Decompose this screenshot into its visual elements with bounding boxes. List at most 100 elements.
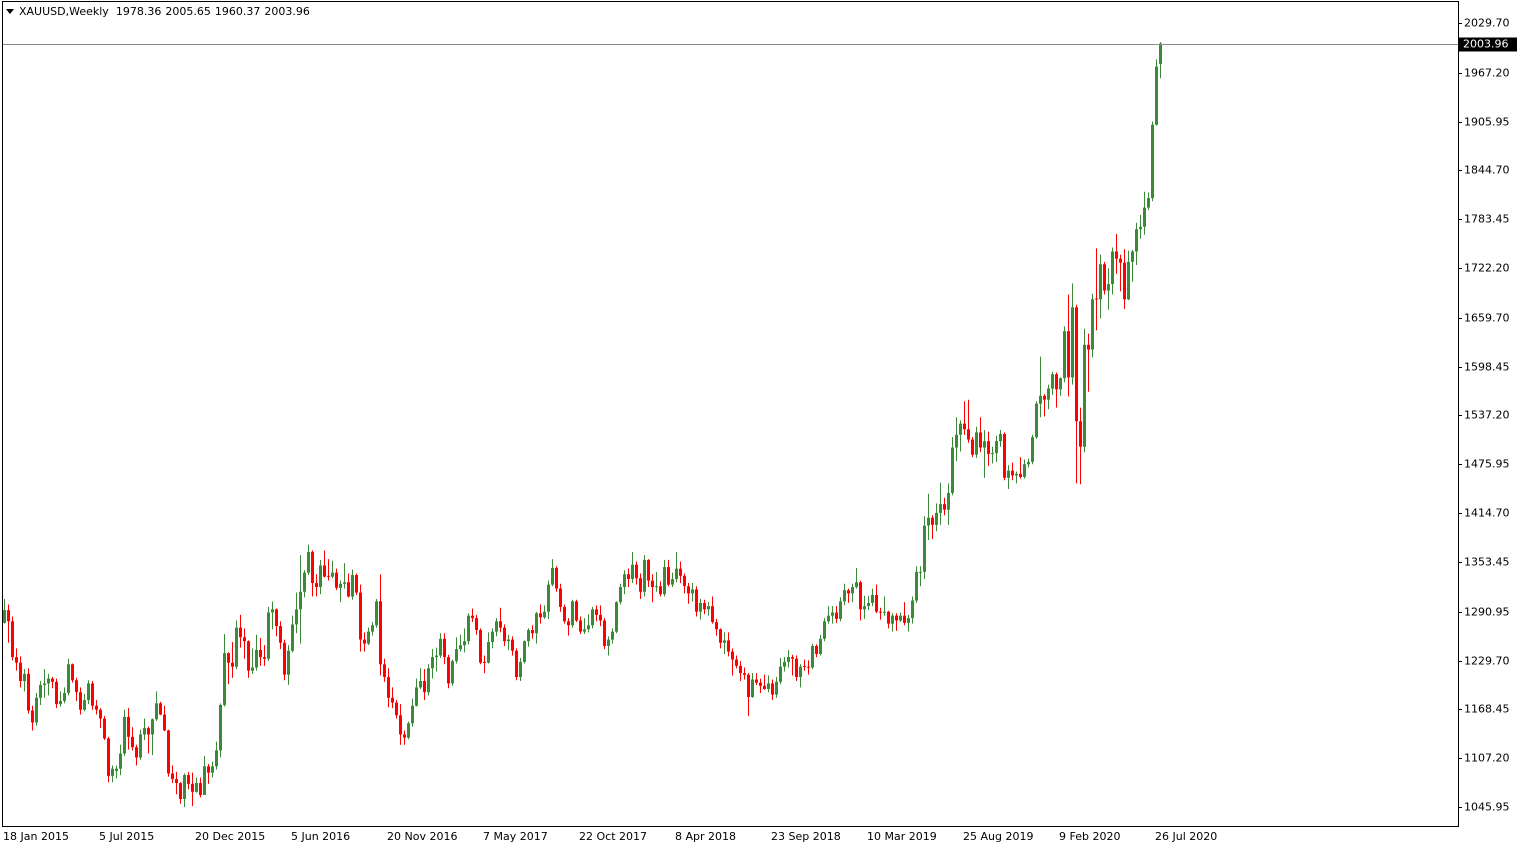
candle-body — [491, 631, 494, 642]
candle-body — [715, 622, 718, 630]
x-tick-label: 5 Jul 2015 — [99, 830, 154, 843]
candle-body — [799, 666, 802, 678]
x-tick-label: 10 Mar 2019 — [867, 830, 937, 843]
last-price-label: 2003.96 — [1463, 38, 1509, 51]
header-open: 1978.36 — [116, 5, 162, 18]
candle-body — [171, 773, 174, 780]
candle-body — [227, 653, 230, 663]
candle-body — [767, 683, 770, 690]
candle-body — [663, 567, 666, 595]
candle-body — [163, 714, 166, 731]
y-tick-label: 1045.95 — [1464, 801, 1510, 814]
candle-body — [719, 629, 722, 643]
candle-body — [1007, 470, 1010, 478]
candle-body — [727, 640, 730, 652]
candle-body — [1143, 207, 1146, 227]
candle-body — [695, 589, 698, 612]
candle-body — [915, 571, 918, 601]
candle-body — [231, 662, 234, 667]
candle-body — [159, 703, 162, 715]
candle-body — [1019, 473, 1022, 478]
candle-body — [731, 651, 734, 660]
candle-body — [235, 627, 238, 667]
candle-body — [435, 655, 438, 658]
candle-body — [707, 606, 710, 610]
candle-body — [1031, 437, 1034, 462]
candle-body — [403, 734, 406, 738]
candle-body — [167, 730, 170, 774]
candle-body — [251, 667, 254, 671]
candle-body — [795, 658, 798, 678]
candle-body — [395, 702, 398, 716]
candle-body — [1071, 307, 1074, 378]
candle-body — [419, 681, 422, 688]
candle-body — [759, 682, 762, 686]
candle-body — [863, 606, 866, 610]
candle-body — [203, 766, 206, 795]
y-tick-label: 1905.95 — [1464, 116, 1510, 129]
header-close: 2003.96 — [264, 5, 310, 18]
candle-body — [455, 649, 458, 662]
candle-body — [803, 665, 806, 667]
header: XAUUSD,Weekly 1978.36 2005.65 1960.37 2003.9… — [19, 5, 310, 18]
x-tick-label: 9 Feb 2020 — [1059, 830, 1120, 843]
candle-body — [179, 783, 182, 799]
candle-body — [1119, 258, 1122, 263]
candle-body — [119, 753, 122, 769]
candle-body — [39, 685, 42, 698]
candle-body — [123, 716, 126, 754]
candle-body — [755, 679, 758, 683]
candle-body — [219, 704, 222, 751]
candle-body — [659, 586, 662, 595]
candle-body — [467, 615, 470, 642]
candle-body — [107, 738, 110, 776]
candle-body — [959, 423, 962, 435]
candle-body — [127, 716, 130, 737]
candle-body — [1107, 284, 1110, 291]
candle-body — [199, 783, 202, 795]
candle-body — [43, 683, 46, 686]
candle-body — [371, 625, 374, 632]
candle-body — [599, 614, 602, 621]
y-tick-label: 1844.70 — [1464, 164, 1510, 177]
candle-body — [359, 592, 362, 640]
candle-body — [783, 661, 786, 667]
candle-body — [307, 551, 310, 573]
candle-body — [747, 674, 750, 697]
candle-body — [623, 574, 626, 587]
candle-body — [939, 504, 942, 513]
candle-body — [19, 662, 22, 682]
candle-body — [367, 631, 370, 644]
candle-body — [1099, 264, 1102, 300]
candle-body — [407, 723, 410, 738]
candle-body — [571, 601, 574, 626]
candle-body — [343, 582, 346, 584]
candle-body — [147, 728, 150, 735]
candle-body — [991, 453, 994, 455]
candle-body — [7, 610, 10, 622]
candle-body — [411, 705, 414, 724]
y-tick-label: 1537.20 — [1464, 409, 1510, 422]
candle-body — [995, 441, 998, 454]
candle-body — [451, 661, 454, 684]
candle-body — [143, 728, 146, 735]
candle-body — [1115, 251, 1118, 259]
candle-body — [687, 586, 690, 594]
candle-body — [523, 641, 526, 662]
candle-body — [815, 645, 818, 654]
candle-body — [339, 583, 342, 588]
candle-body — [347, 582, 350, 597]
candle-body — [1015, 473, 1018, 476]
candle-body — [131, 736, 134, 748]
candle-body — [643, 559, 646, 592]
candle-body — [259, 649, 262, 658]
candle-body — [867, 602, 870, 607]
candle-body — [103, 718, 106, 739]
candle-body — [67, 664, 70, 693]
candle-body — [1111, 251, 1114, 285]
candle-body — [527, 630, 530, 642]
y-tick-label: 1290.95 — [1464, 606, 1510, 619]
candle-body — [415, 687, 418, 706]
candle-body — [1131, 251, 1134, 262]
